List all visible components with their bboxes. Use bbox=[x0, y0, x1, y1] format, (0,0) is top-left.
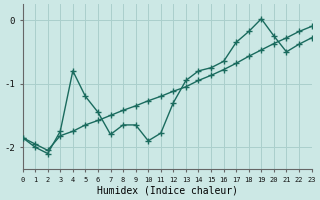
X-axis label: Humidex (Indice chaleur): Humidex (Indice chaleur) bbox=[97, 186, 237, 196]
